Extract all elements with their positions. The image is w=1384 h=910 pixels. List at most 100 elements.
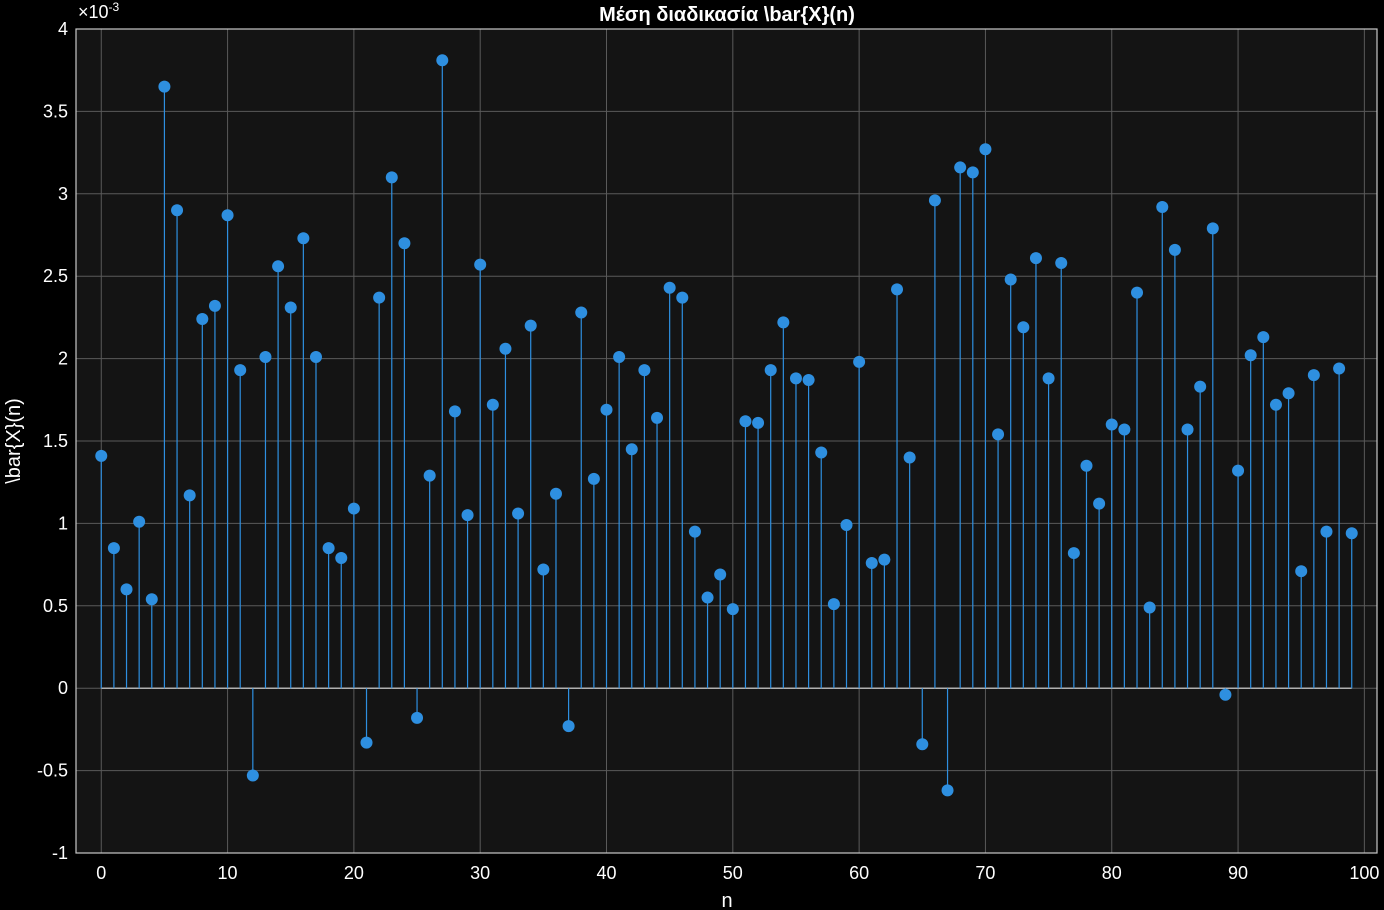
stem-marker xyxy=(878,553,891,566)
stem-marker xyxy=(1143,601,1156,614)
y-tick-label: 2 xyxy=(58,349,68,369)
stem-marker xyxy=(613,350,626,363)
stem-marker xyxy=(625,443,638,456)
stem-marker xyxy=(1257,331,1270,344)
stem-marker xyxy=(802,374,815,387)
stem-marker xyxy=(398,237,411,250)
stem-marker xyxy=(853,355,866,368)
stem-marker xyxy=(752,416,765,429)
stem-marker xyxy=(1131,286,1144,299)
stem-marker xyxy=(107,542,120,555)
stem-marker xyxy=(120,583,133,596)
y-tick-label: 3.5 xyxy=(43,101,68,121)
stem-marker xyxy=(600,403,613,416)
x-tick-label: 70 xyxy=(975,863,995,883)
y-tick-label: 3 xyxy=(58,184,68,204)
stem-marker xyxy=(638,364,651,377)
stem-marker xyxy=(1320,525,1333,538)
axes-frame xyxy=(75,28,1378,854)
stem-marker xyxy=(663,281,676,294)
stem-marker xyxy=(95,449,108,462)
stem-marker xyxy=(1345,527,1358,540)
x-tick-label: 90 xyxy=(1228,863,1248,883)
stem-marker xyxy=(1156,200,1169,213)
stem-marker xyxy=(979,143,992,156)
stem-marker xyxy=(789,372,802,385)
x-tick-label: 30 xyxy=(470,863,490,883)
stem-marker xyxy=(1118,423,1131,436)
stem-marker xyxy=(1055,257,1068,270)
stem-marker xyxy=(309,350,322,363)
stem-marker xyxy=(145,593,158,606)
y-tick-label: -1 xyxy=(52,843,68,863)
stem-marker xyxy=(1029,252,1042,265)
stem-marker xyxy=(865,556,878,569)
stem-marker xyxy=(1244,349,1257,362)
stem-marker xyxy=(196,313,209,326)
stem-marker xyxy=(133,515,146,528)
stem-marker xyxy=(537,563,550,576)
x-tick-label: 10 xyxy=(218,863,238,883)
stem-marker xyxy=(448,405,461,418)
stem-marker xyxy=(903,451,916,464)
x-tick-label: 80 xyxy=(1102,863,1122,883)
stem-marker xyxy=(928,194,941,207)
x-tick-labels: 0 10 20 30 40 50 60 70 80 90 100 xyxy=(96,863,1379,883)
stem-marker xyxy=(587,472,600,485)
y-exponent-label: ×10-3 xyxy=(78,0,120,22)
stem-marker xyxy=(246,769,259,782)
stem-marker xyxy=(524,319,537,332)
stem-marker xyxy=(739,415,752,428)
x-tick-label: 50 xyxy=(723,863,743,883)
stem-marker xyxy=(1093,497,1106,510)
stem-marker xyxy=(436,54,449,67)
stem-marker xyxy=(1168,243,1181,256)
stem-marker xyxy=(840,519,853,532)
stem-marker xyxy=(322,542,335,555)
stem-marker xyxy=(499,342,512,355)
stem-marker xyxy=(423,469,436,482)
y-axis-label: \bar{X}(n) xyxy=(3,398,25,484)
stem-marker xyxy=(1067,547,1080,560)
stem-marker xyxy=(764,364,777,377)
stem-marker xyxy=(891,283,904,296)
stem-marker xyxy=(284,301,297,314)
stem-marker xyxy=(688,525,701,538)
stem-marker xyxy=(777,316,790,329)
stem-marker xyxy=(1295,565,1308,578)
stem-marker xyxy=(347,502,360,515)
stem-marker xyxy=(1042,372,1055,385)
stem-marker xyxy=(726,603,739,616)
stem-marker xyxy=(221,209,234,222)
y-tick-label: 2.5 xyxy=(43,266,68,286)
x-axis-label: n xyxy=(721,890,732,910)
stem-marker xyxy=(272,260,285,273)
stem-marker xyxy=(183,489,196,502)
stem-marker xyxy=(1232,464,1245,477)
stem-marker xyxy=(373,291,386,304)
stem-marker xyxy=(234,364,247,377)
y-tick-label: 0 xyxy=(58,678,68,698)
stem-marker xyxy=(941,784,954,797)
stem-marker xyxy=(1080,459,1093,472)
x-tick-label: 0 xyxy=(96,863,106,883)
y-tick-label: 4 xyxy=(58,19,68,39)
stem-marker xyxy=(512,507,525,520)
stem-marker xyxy=(1181,423,1194,436)
y-tick-labels: -1 -0.5 0 0.5 1 1.5 2 2.5 3 3.5 4 xyxy=(37,19,68,863)
stem-marker xyxy=(297,232,310,245)
stem-marker xyxy=(701,591,714,604)
stem-marker xyxy=(827,598,840,611)
stem-marker xyxy=(1105,418,1118,431)
stem-marker xyxy=(411,711,424,724)
stem-marker xyxy=(1194,380,1207,393)
stem-marker xyxy=(1307,369,1320,382)
chart-title: Μέση διαδικασία \bar{X}(n) xyxy=(599,4,855,26)
stem-marker xyxy=(992,428,1005,441)
stem-marker xyxy=(676,291,689,304)
stem-marker xyxy=(575,306,588,319)
stem-marker xyxy=(158,80,171,93)
stem-marker xyxy=(916,738,929,751)
x-tick-label: 40 xyxy=(596,863,616,883)
